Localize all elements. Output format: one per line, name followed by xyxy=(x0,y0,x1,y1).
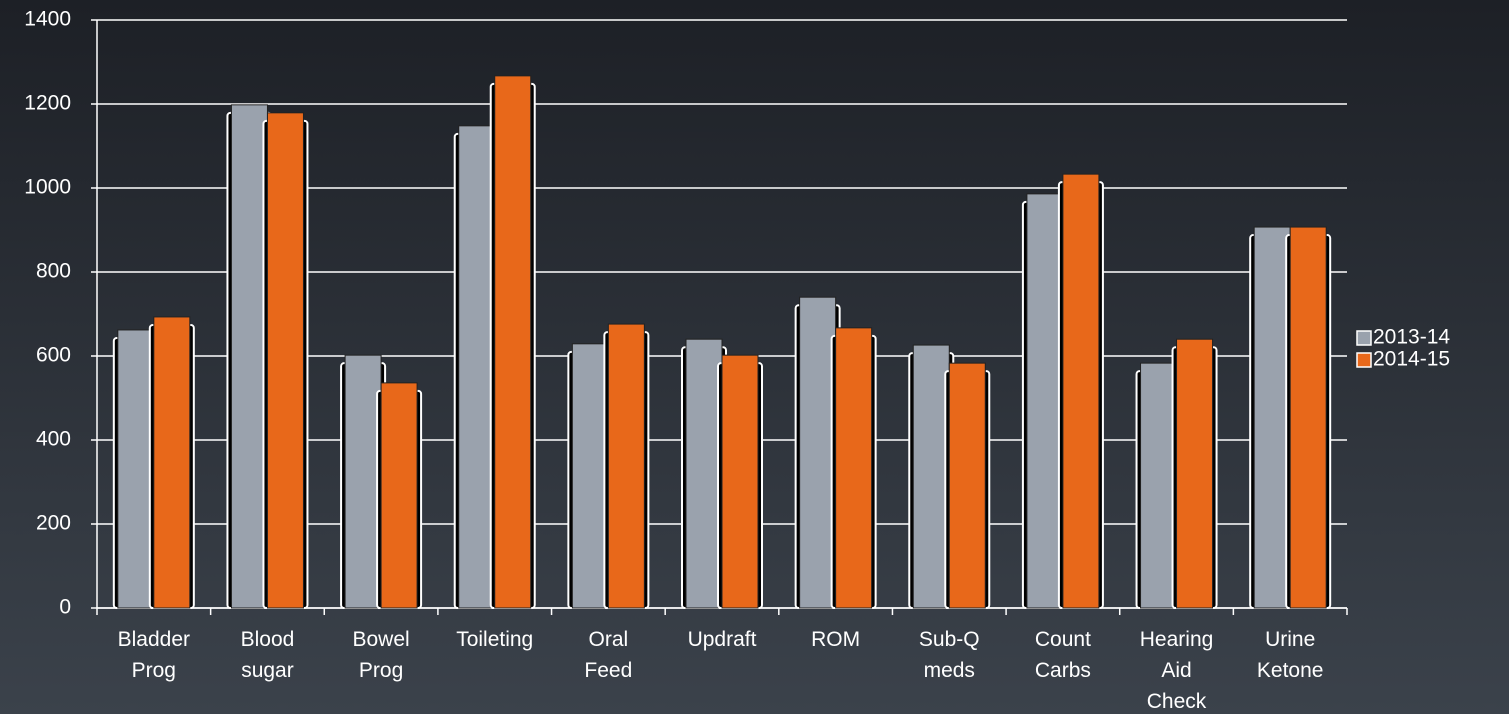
x-tick-label: Urine Ketone xyxy=(1257,628,1324,682)
label-line: Bowel xyxy=(352,628,409,651)
label-line: sugar xyxy=(241,659,294,682)
bar xyxy=(835,327,873,609)
bar xyxy=(1176,338,1214,609)
y-tick-label: 800 xyxy=(36,260,71,283)
label-line: Toileting xyxy=(456,628,533,651)
label-line: Ketone xyxy=(1257,659,1324,682)
label-line: Bladder xyxy=(118,628,190,651)
label-line: Sub-Q xyxy=(919,628,980,651)
bar xyxy=(266,112,304,609)
bar xyxy=(1140,362,1178,609)
y-tick-label: 1400 xyxy=(24,8,71,31)
x-tick-label: Bladder Prog xyxy=(118,628,190,682)
x-tick-label: Blood sugar xyxy=(241,628,295,682)
bar xyxy=(799,296,837,609)
label-line: ROM xyxy=(811,628,860,651)
y-tick-label: 0 xyxy=(59,596,71,619)
bar xyxy=(912,344,950,609)
label-line: Check xyxy=(1147,690,1207,713)
label-line: Prog xyxy=(359,659,403,682)
bar xyxy=(1026,193,1064,609)
x-tick-label: ROM xyxy=(811,628,860,651)
label-line: Prog xyxy=(132,659,176,682)
label-line: Count xyxy=(1035,628,1091,651)
label-line: Blood xyxy=(241,628,295,651)
label-line: Aid xyxy=(1161,659,1191,682)
label-line: Urine xyxy=(1265,628,1315,651)
bar xyxy=(458,125,496,609)
bar xyxy=(948,362,986,609)
bar xyxy=(1253,226,1291,609)
x-tick-label: Sub-Q meds xyxy=(919,628,980,682)
x-tick-label: Oral Feed xyxy=(584,628,632,682)
label-line: Updraft xyxy=(688,628,757,651)
bar xyxy=(1062,173,1100,609)
bar xyxy=(494,75,532,609)
y-tick-label: 400 xyxy=(36,428,71,451)
x-tick-label: Bowel Prog xyxy=(352,628,409,682)
label-line: Oral xyxy=(589,628,629,651)
x-tick-label: Hearing Aid Check xyxy=(1140,628,1214,713)
y-tick-label: 1200 xyxy=(24,92,71,115)
bar xyxy=(153,316,191,609)
bar xyxy=(230,104,268,609)
legend-label: 2014-15 xyxy=(1373,348,1450,371)
bar xyxy=(607,323,645,609)
label-line: Feed xyxy=(584,659,632,682)
bar xyxy=(571,343,609,609)
legend-label: 2013-14 xyxy=(1373,326,1450,349)
x-tick-label: Count Carbs xyxy=(1035,628,1091,682)
bar xyxy=(685,338,723,609)
legend-swatch xyxy=(1356,352,1372,368)
bar xyxy=(380,382,418,609)
bar xyxy=(344,354,382,609)
y-tick-label: 600 xyxy=(36,344,71,367)
bar xyxy=(1289,226,1327,609)
x-tick-label: Updraft xyxy=(688,628,757,651)
bar xyxy=(721,354,759,609)
label-line: meds xyxy=(924,659,975,682)
bar xyxy=(117,329,155,609)
legend-swatch xyxy=(1356,330,1372,346)
label-line: Carbs xyxy=(1035,659,1091,682)
label-line: Hearing xyxy=(1140,628,1214,651)
y-tick-label: 200 xyxy=(36,512,71,535)
y-tick-label: 1000 xyxy=(24,176,71,199)
x-tick-label: Toileting xyxy=(456,628,533,651)
